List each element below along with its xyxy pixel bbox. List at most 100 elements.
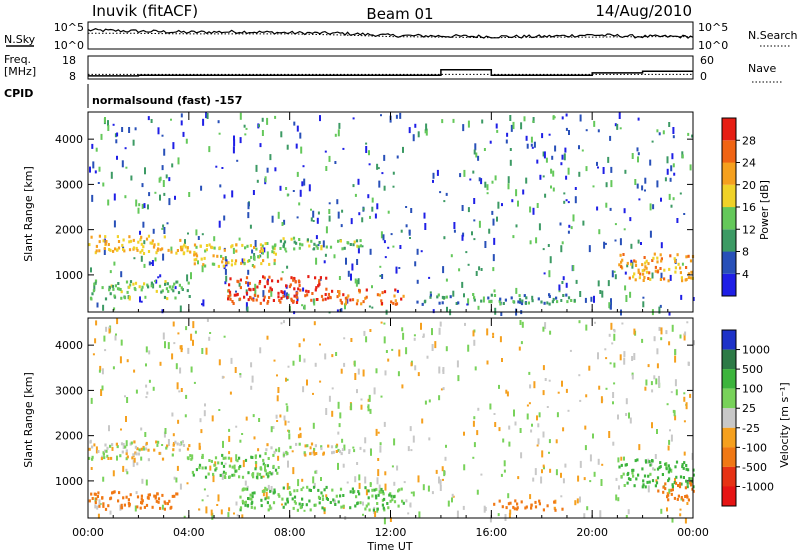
echo-cell [276, 420, 279, 422]
echo-cell [266, 280, 269, 284]
echo-cell [352, 490, 355, 494]
echo-cell [125, 495, 128, 499]
echo-cell [515, 189, 518, 197]
echo-cell [232, 302, 235, 305]
echo-cell [561, 241, 564, 245]
echo-cell [544, 322, 547, 330]
echo-cell [228, 451, 231, 455]
echo-cell [429, 295, 432, 299]
echo-cell [304, 444, 307, 448]
echo-cell [536, 444, 539, 447]
echo-cell [209, 465, 212, 471]
echo-cell [365, 146, 368, 153]
echo-cell [542, 151, 545, 157]
echo-cell [178, 283, 181, 287]
echo-cell [325, 287, 328, 291]
echo-cell [489, 140, 492, 144]
echo-cell [392, 185, 395, 188]
echo-cell [392, 171, 395, 175]
echo-cell [179, 305, 182, 312]
echo-cell [667, 493, 670, 497]
echo-cell [298, 246, 301, 250]
echo-cell [617, 497, 620, 502]
echo-cell [379, 442, 382, 446]
echo-cell [687, 361, 690, 366]
echo-cell [103, 238, 106, 243]
echo-cell [217, 264, 220, 268]
echo-cell [287, 420, 290, 423]
echo-cell [438, 327, 441, 335]
echo-cell [247, 269, 250, 275]
echo-cell [692, 489, 695, 493]
echo-cell [96, 302, 99, 308]
echo-cell [109, 497, 112, 501]
echo-cell [208, 146, 211, 153]
echo-cell [508, 441, 511, 447]
echo-cell [320, 247, 323, 251]
echo-cell [313, 482, 316, 488]
echo-cell [127, 498, 130, 502]
colorbar-swatch [722, 140, 736, 163]
echo-cell [166, 297, 169, 301]
echo-cell [375, 368, 378, 374]
echo-cell [589, 454, 592, 462]
echo-cell [335, 445, 338, 449]
echo-cell [655, 481, 659, 485]
echo-cell [129, 493, 132, 497]
echo-cell [498, 299, 501, 303]
echo-cell [293, 121, 296, 126]
echo-cell [222, 440, 224, 448]
echo-cell [429, 291, 432, 294]
echo-cell [112, 490, 115, 494]
echo-cell [150, 281, 153, 285]
echo-cell [195, 258, 198, 262]
echo-cell [541, 133, 544, 139]
echo-cell [227, 261, 230, 265]
echo-cell [126, 471, 129, 475]
echo-cell [507, 176, 510, 184]
echo-cell [568, 130, 570, 135]
colorbar-swatch [722, 369, 736, 389]
echo-cell [610, 298, 612, 306]
echo-cell [513, 507, 516, 511]
echo-cell [355, 239, 359, 243]
echo-cell [394, 288, 397, 292]
echo-cell [368, 305, 371, 308]
echo-cell [293, 495, 297, 499]
echo-cell [674, 355, 677, 363]
echo-cell [212, 472, 215, 476]
echo-cell [682, 476, 685, 479]
echo-cell [687, 276, 690, 280]
echo-cell [328, 209, 331, 214]
echo-cell [203, 410, 206, 417]
echo-cell [630, 243, 633, 249]
echo-cell [208, 243, 211, 247]
echo-cell [220, 461, 223, 465]
echo-cell [152, 283, 155, 289]
echo-cell [137, 207, 140, 214]
echo-cell [608, 333, 611, 337]
echo-cell [474, 143, 477, 151]
echo-cell [670, 165, 673, 172]
echo-cell [654, 269, 657, 273]
echo-cell [95, 320, 98, 326]
echo-cell [347, 241, 350, 245]
echo-cell [426, 355, 429, 359]
echo-cell [113, 261, 116, 266]
echo-cell [274, 468, 278, 472]
echo-cell [673, 496, 676, 500]
echo-cell [115, 139, 118, 144]
echo-cell [239, 373, 242, 378]
echo-cell [216, 254, 219, 258]
echo-cell [656, 429, 658, 434]
xaxis-label: Time UT [366, 540, 412, 553]
echo-cell [641, 263, 644, 267]
echo-cell [114, 247, 117, 251]
echo-cell [601, 463, 604, 466]
echo-cell [597, 166, 599, 169]
echo-cell [320, 294, 324, 298]
echo-cell [259, 454, 262, 458]
echo-cell [664, 487, 667, 491]
echo-cell [477, 305, 480, 310]
echo-cell [145, 396, 148, 399]
